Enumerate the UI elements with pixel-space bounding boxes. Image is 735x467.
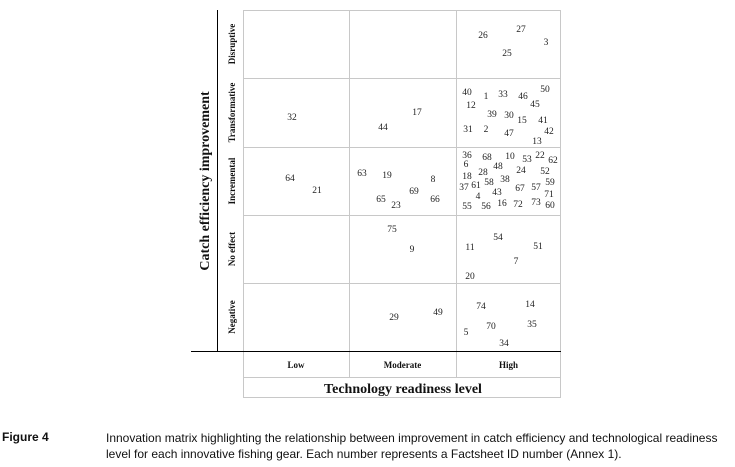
factsheet-id-point: 7 — [514, 257, 519, 267]
factsheet-id-point: 33 — [498, 90, 508, 100]
factsheet-id-point: 35 — [527, 320, 537, 330]
factsheet-id-point: 55 — [462, 202, 472, 212]
factsheet-id-point: 47 — [504, 129, 514, 139]
factsheet-id-point: 64 — [285, 174, 295, 184]
factsheet-id-point: 18 — [462, 172, 472, 182]
figure-label: Figure 4 — [2, 430, 49, 444]
factsheet-id-point: 15 — [517, 116, 527, 126]
x-category-label: High — [499, 360, 518, 370]
y-category-label: Incremental — [227, 157, 237, 204]
y-category-label: No effect — [227, 232, 237, 266]
factsheet-id-point: 65 — [376, 195, 386, 205]
factsheet-id-point: 53 — [522, 155, 532, 165]
xlabel-box — [243, 377, 561, 398]
factsheet-id-point: 73 — [531, 198, 541, 208]
factsheet-id-point: 38 — [500, 175, 510, 185]
factsheet-id-point: 46 — [518, 92, 528, 102]
factsheet-id-point: 21 — [312, 186, 322, 196]
factsheet-id-point: 54 — [493, 233, 503, 243]
factsheet-id-point: 29 — [389, 313, 399, 323]
factsheet-id-point: 59 — [545, 178, 555, 188]
factsheet-id-point: 2 — [484, 125, 489, 135]
factsheet-id-point: 60 — [545, 201, 555, 211]
factsheet-id-point: 43 — [492, 188, 502, 198]
factsheet-id-point: 63 — [357, 169, 367, 179]
factsheet-id-point: 3 — [544, 38, 549, 48]
factsheet-id-point: 13 — [532, 137, 542, 147]
factsheet-id-point: 40 — [462, 88, 472, 98]
factsheet-id-point: 67 — [515, 184, 525, 194]
factsheet-id-point: 14 — [525, 300, 535, 310]
factsheet-id-point: 56 — [481, 202, 491, 212]
factsheet-id-point: 24 — [516, 166, 526, 176]
factsheet-id-point: 70 — [486, 322, 496, 332]
x-axis-title: Technology readiness level — [324, 382, 482, 397]
figure-caption: Innovation matrix highlighting the relat… — [106, 431, 718, 461]
factsheet-id-point: 58 — [484, 178, 494, 188]
factsheet-id-point: 28 — [478, 168, 488, 178]
factsheet-id-point: 11 — [465, 243, 474, 253]
factsheet-id-point: 19 — [382, 171, 392, 181]
factsheet-id-point: 8 — [431, 175, 436, 185]
factsheet-id-point: 71 — [544, 190, 554, 200]
factsheet-id-point: 72 — [513, 200, 523, 210]
factsheet-id-point: 22 — [535, 151, 545, 161]
factsheet-id-point: 52 — [540, 167, 550, 177]
factsheet-id-point: 57 — [531, 183, 541, 193]
factsheet-id-point: 41 — [538, 116, 548, 126]
x-category-label: Low — [287, 360, 305, 370]
factsheet-id-point: 9 — [410, 245, 415, 255]
factsheet-id-point: 12 — [466, 101, 476, 111]
factsheet-id-point: 17 — [412, 108, 422, 118]
factsheet-id-point: 61 — [471, 181, 481, 191]
y-category-label: Disruptive — [227, 24, 237, 65]
factsheet-id-point: 6 — [464, 160, 469, 170]
factsheet-id-point: 30 — [504, 111, 514, 121]
factsheet-id-point: 37 — [459, 183, 469, 193]
factsheet-id-point: 25 — [502, 49, 512, 59]
factsheet-id-point: 27 — [516, 25, 526, 35]
factsheet-id-point: 62 — [548, 156, 558, 166]
factsheet-id-point: 50 — [540, 85, 550, 95]
factsheet-id-point: 45 — [530, 100, 540, 110]
factsheet-id-point: 66 — [430, 195, 440, 205]
factsheet-id-point: 69 — [409, 187, 419, 197]
y-axis-title: Catch efficiency improvement — [198, 91, 213, 271]
factsheet-id-point: 68 — [482, 153, 492, 163]
factsheet-id-point: 16 — [497, 199, 507, 209]
innovation-matrix-chart: Catch efficiency improvement Technology … — [191, 10, 561, 398]
factsheet-id-point: 4 — [476, 192, 481, 202]
factsheet-id-point: 48 — [493, 162, 503, 172]
factsheet-id-point: 36 — [462, 151, 472, 161]
y-category-label: Transformative — [227, 83, 237, 143]
factsheet-id-point: 10 — [505, 152, 515, 162]
factsheet-id-point: 74 — [476, 302, 486, 312]
factsheet-id-point: 34 — [499, 339, 509, 349]
x-category-label: Moderate — [384, 360, 421, 370]
factsheet-id-point: 26 — [478, 31, 488, 41]
factsheet-id-point: 31 — [463, 125, 473, 135]
factsheet-id-point: 39 — [487, 110, 497, 120]
factsheet-id-point: 32 — [287, 113, 297, 123]
factsheet-id-point: 75 — [387, 225, 397, 235]
factsheet-id-point: 23 — [391, 201, 401, 211]
factsheet-id-point: 5 — [464, 328, 469, 338]
factsheet-id-point: 20 — [465, 272, 475, 282]
factsheet-id-point: 49 — [433, 308, 443, 318]
axis-lines — [191, 10, 561, 352]
y-category-label: Negative — [227, 300, 237, 334]
factsheet-id-point: 44 — [378, 123, 388, 133]
factsheet-id-point: 1 — [484, 92, 489, 102]
factsheet-id-point: 42 — [544, 127, 554, 137]
factsheet-id-point: 51 — [533, 242, 543, 252]
